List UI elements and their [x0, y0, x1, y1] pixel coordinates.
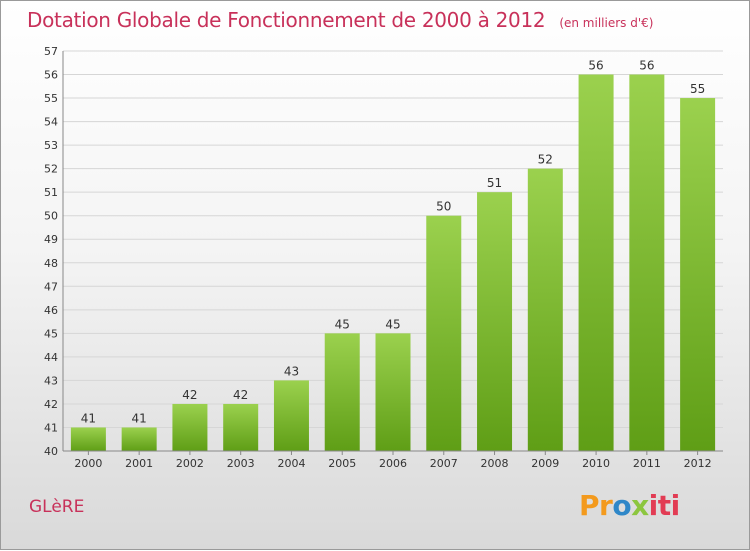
- data-label: 56: [588, 59, 603, 73]
- x-tick-label: 2011: [633, 457, 661, 470]
- logo-part-1: Pr: [579, 489, 613, 522]
- bar: [273, 380, 309, 451]
- y-tick-label: 50: [44, 210, 58, 223]
- y-tick-label: 52: [44, 163, 58, 176]
- data-label: 41: [132, 411, 147, 425]
- y-tick-label: 43: [44, 374, 58, 387]
- data-label: 42: [233, 388, 248, 402]
- bar: [527, 168, 563, 451]
- data-label: 56: [639, 59, 654, 73]
- logo-part-2: o: [612, 489, 632, 522]
- x-tick-label: 2007: [430, 457, 458, 470]
- x-tick-label: 2000: [74, 457, 102, 470]
- data-label: 42: [182, 388, 197, 402]
- y-tick-label: 51: [44, 186, 58, 199]
- bar: [629, 74, 665, 451]
- y-tick-label: 49: [44, 233, 58, 246]
- y-tick-label: 45: [44, 327, 58, 340]
- data-label: 52: [538, 153, 553, 167]
- bar: [477, 192, 513, 452]
- y-tick-label: 41: [44, 421, 58, 434]
- x-tick-label: 2003: [227, 457, 255, 470]
- data-label: 45: [385, 317, 400, 331]
- x-tick-label: 2010: [582, 457, 610, 470]
- x-tick-label: 2005: [328, 457, 356, 470]
- logo-part-4: iti: [648, 489, 681, 522]
- commune-name: GLèRE: [29, 497, 85, 517]
- unit-note: (en milliers d'€): [559, 16, 654, 30]
- x-tick-label: 2008: [481, 457, 509, 470]
- y-tick-label: 54: [44, 116, 58, 129]
- data-label: 41: [81, 411, 96, 425]
- x-tick-label: 2012: [684, 457, 712, 470]
- y-tick-label: 47: [44, 280, 58, 293]
- x-tick-label: 2001: [125, 457, 153, 470]
- y-tick-label: 57: [44, 45, 58, 58]
- y-tick-label: 42: [44, 398, 58, 411]
- bar: [172, 403, 208, 451]
- bar: [680, 98, 716, 451]
- x-tick-label: 2004: [277, 457, 305, 470]
- y-tick-label: 55: [44, 92, 58, 105]
- bar: [121, 427, 157, 451]
- data-label: 45: [335, 317, 350, 331]
- title-text: Dotation Globale de Fonctionnement de 20…: [27, 8, 546, 32]
- x-tick-label: 2009: [531, 457, 559, 470]
- y-tick-label: 56: [44, 69, 58, 82]
- bar: [578, 74, 614, 451]
- x-tick-label: 2006: [379, 457, 407, 470]
- bar: [426, 215, 462, 451]
- data-label: 43: [284, 364, 299, 378]
- x-tick-label: 2002: [176, 457, 204, 470]
- data-label: 51: [487, 176, 502, 190]
- y-tick-label: 53: [44, 139, 58, 152]
- logo-part-3: x: [631, 489, 649, 522]
- data-label: 55: [690, 82, 705, 96]
- chart-title: Dotation Globale de Fonctionnement de 20…: [27, 8, 653, 32]
- y-tick-label: 44: [44, 351, 58, 364]
- bar: [223, 403, 259, 451]
- bar: [324, 333, 360, 451]
- y-tick-label: 40: [44, 445, 58, 458]
- y-tick-label: 46: [44, 304, 58, 317]
- bar: [70, 427, 106, 451]
- bar: [375, 333, 411, 451]
- proxiti-logo: Proxiti: [579, 489, 680, 522]
- y-tick-label: 48: [44, 257, 58, 270]
- data-label: 50: [436, 200, 451, 214]
